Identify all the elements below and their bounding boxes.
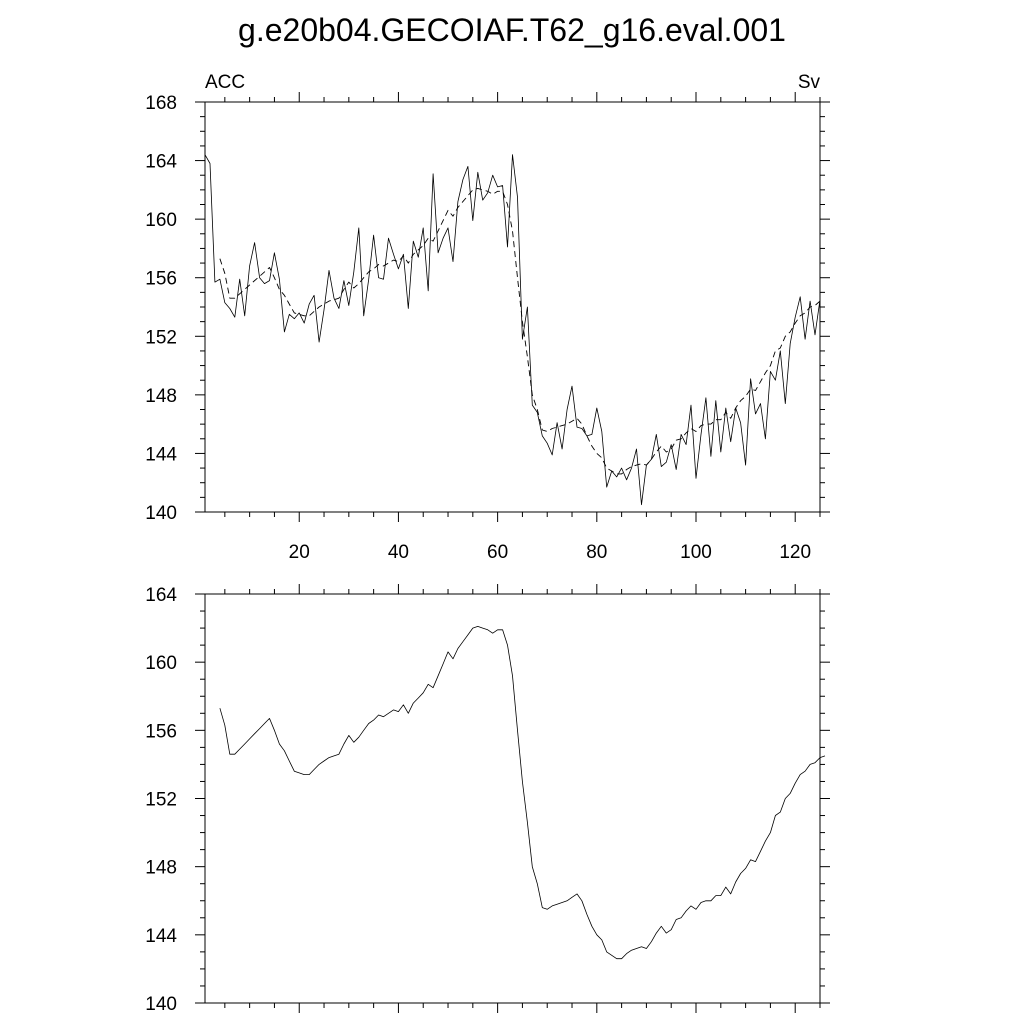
chart-title: g.e20b04.GECOIAF.T62_g16.eval.001 <box>238 12 786 48</box>
y-tick-label: 164 <box>145 585 177 606</box>
y-tick-label: 152 <box>145 790 177 811</box>
y-tick-label: 156 <box>145 721 177 742</box>
solid-series-line <box>204 154 821 506</box>
left-axis-label: ACC <box>205 72 245 93</box>
y-tick-label: 140 <box>145 503 177 524</box>
y-tick-label: 164 <box>145 152 177 173</box>
plot-frame <box>204 593 821 1004</box>
top-panel: 140 144 148 152 156 160 164 168 20 40 60 80 100 120 AC… <box>145 72 830 563</box>
right-unit-label: Sv <box>798 72 821 93</box>
y-tick-label: 140 <box>145 994 177 1015</box>
y-tick-label: 148 <box>145 858 177 879</box>
x-tick-label: 100 <box>680 542 712 563</box>
x-tick-label: 120 <box>779 542 811 563</box>
x-tick-label: 80 <box>586 542 607 563</box>
y-tick-label: 148 <box>145 386 177 407</box>
y-tick-label: 160 <box>145 653 177 674</box>
x-tick-label: 20 <box>289 542 310 563</box>
y-tick-label: 152 <box>145 327 177 348</box>
y-tick-label: 144 <box>145 926 177 947</box>
y-tick-label: 144 <box>145 444 177 465</box>
x-tick-label: 60 <box>487 542 508 563</box>
y-tick-label: 156 <box>145 269 177 290</box>
y-tick-label: 168 <box>145 93 177 114</box>
solid-series-line <box>219 626 826 960</box>
bottom-panel: 140 144 148 152 156 160 164 <box>145 584 830 1015</box>
x-tick-label: 40 <box>388 542 409 563</box>
plot-frame <box>204 101 821 513</box>
y-tick-label: 160 <box>145 210 177 231</box>
dashed-series-line <box>219 187 821 475</box>
